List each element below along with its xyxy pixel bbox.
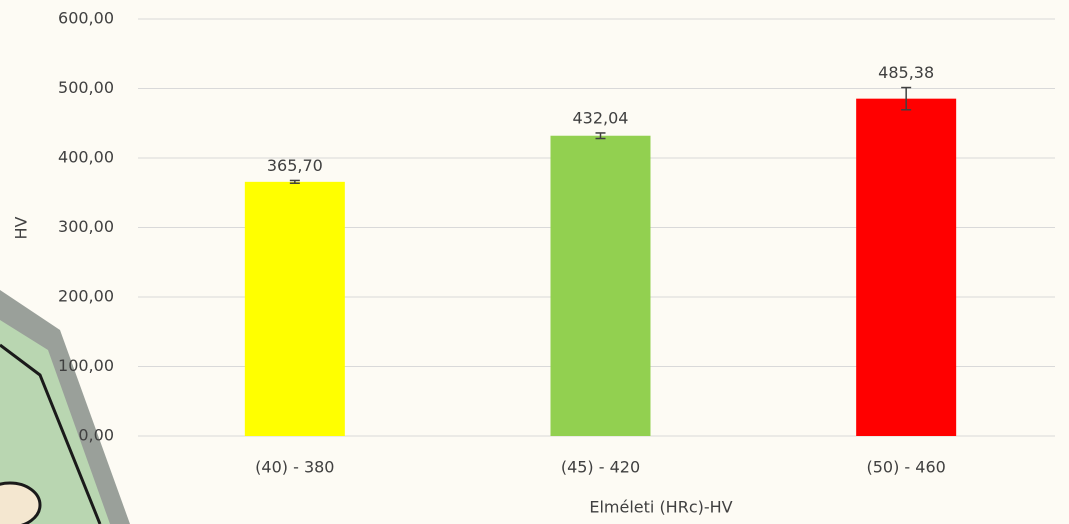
x-tick-label: (40) - 380 xyxy=(255,458,334,477)
y-tick-label: 0,00 xyxy=(78,426,114,445)
error-bar xyxy=(901,86,912,111)
y-tick-label: 400,00 xyxy=(58,148,114,167)
decoration xyxy=(0,290,130,524)
x-tick-label: (50) - 460 xyxy=(867,458,946,477)
y-tick-label: 600,00 xyxy=(58,9,114,28)
bar xyxy=(856,98,957,437)
y-axis-label: HV xyxy=(12,216,31,239)
data-label: 485,38 xyxy=(878,63,934,82)
y-tick-label: 100,00 xyxy=(58,356,114,375)
data-label: 432,04 xyxy=(573,108,629,127)
x-axis-label: Elméleti (HRc)-HV xyxy=(589,498,732,517)
data-label: 365,70 xyxy=(267,156,323,175)
y-tick-label: 500,00 xyxy=(58,78,114,97)
error-bar xyxy=(595,132,606,140)
bar xyxy=(550,135,651,437)
bar xyxy=(244,181,345,436)
x-tick-label: (45) - 420 xyxy=(561,458,640,477)
y-tick-label: 300,00 xyxy=(58,217,114,236)
y-tick-label: 200,00 xyxy=(58,287,114,306)
error-bar xyxy=(289,179,300,184)
